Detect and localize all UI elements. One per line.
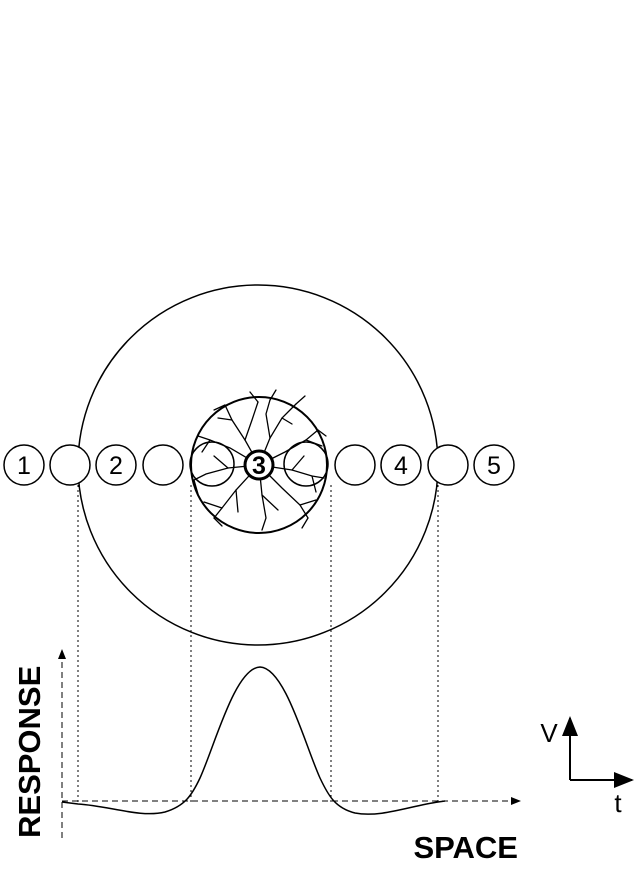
cell-unlabeled	[49, 444, 91, 486]
cell-5-label: 5	[487, 452, 501, 480]
center-left-subcircle	[189, 441, 235, 487]
scale-bar-vertical-label: V	[540, 718, 558, 748]
center-right-subcircle	[283, 441, 329, 487]
center-cell	[189, 389, 329, 534]
y-axis-label: RESPONSE	[12, 666, 47, 838]
cell-unlabeled	[427, 444, 469, 486]
cell-4-label: 4	[394, 452, 408, 480]
center-soma	[243, 449, 275, 481]
cell-5-circle	[473, 444, 515, 486]
cell-2-circle	[95, 444, 137, 486]
response-curve	[61, 666, 446, 815]
cell-4-circle	[380, 444, 422, 486]
x-axis-label: SPACE	[413, 830, 518, 865]
cell-3-label: 3	[252, 452, 266, 480]
cell-2-label: 2	[109, 452, 123, 480]
cell-unlabeled	[334, 444, 376, 486]
center-field-circle	[190, 396, 328, 534]
cell-1-circle	[3, 444, 45, 486]
cell-unlabeled	[142, 444, 184, 486]
scale-bar: V t	[540, 716, 634, 818]
cell-1-label: 1	[17, 452, 31, 480]
scale-bar-horizontal-label: t	[614, 788, 622, 818]
